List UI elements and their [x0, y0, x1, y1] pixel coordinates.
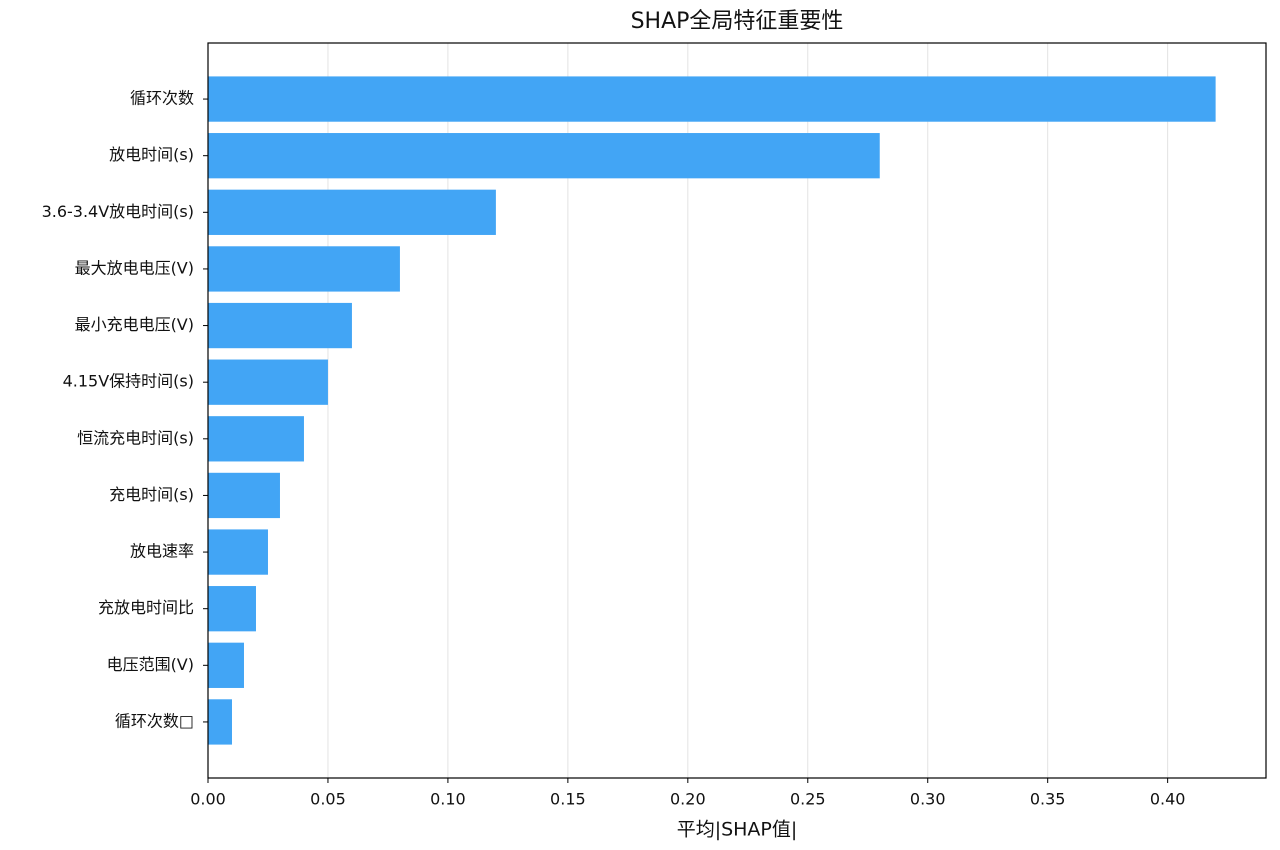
bar: [208, 189, 496, 235]
x-tick-label: 0.20: [670, 790, 706, 809]
y-tick-label: 循环次数□: [115, 711, 194, 730]
x-tick-label: 0.15: [550, 790, 586, 809]
bar: [208, 246, 400, 292]
x-tick-label: 0.35: [1030, 790, 1066, 809]
plot-frame: [207, 42, 1267, 779]
y-tick-label: 放电速率: [130, 542, 194, 561]
y-tick-label: 恒流充电时间(s): [77, 428, 194, 447]
bar: [208, 76, 1216, 122]
x-axis-label: 平均|SHAP值|: [677, 819, 798, 841]
y-tick-label: 放电时间(s): [109, 145, 194, 164]
x-tick-label: 0.05: [310, 790, 346, 809]
x-tick-label: 0.25: [790, 790, 826, 809]
y-tick-label: 电压范围(V): [107, 655, 194, 674]
y-tick-label: 4.15V保持时间(s): [63, 372, 194, 391]
x-tick-label: 0.40: [1150, 790, 1186, 809]
y-tick-label: 最小充电电压(V): [75, 315, 194, 334]
chart-title: SHAP全局特征重要性: [631, 9, 844, 34]
bar: [208, 699, 232, 745]
bar: [208, 359, 328, 405]
bar: [208, 416, 304, 462]
bar: [208, 642, 244, 688]
y-tick-label: 循环次数: [130, 89, 194, 108]
bar: [208, 133, 880, 179]
y-tick-label: 3.6-3.4V放电时间(s): [42, 202, 194, 221]
x-tick-label: 0.30: [910, 790, 946, 809]
y-tick-label: 最大放电电压(V): [75, 258, 194, 277]
bar: [208, 586, 256, 632]
bar: [208, 302, 352, 349]
y-tick-label: 充电时间(s): [109, 485, 194, 504]
x-tick-label: 0.10: [430, 790, 466, 809]
bar: [208, 529, 268, 575]
y-tick-label: 充放电时间比: [98, 598, 194, 617]
x-tick-label: 0.00: [190, 790, 226, 809]
bar: [208, 472, 280, 519]
